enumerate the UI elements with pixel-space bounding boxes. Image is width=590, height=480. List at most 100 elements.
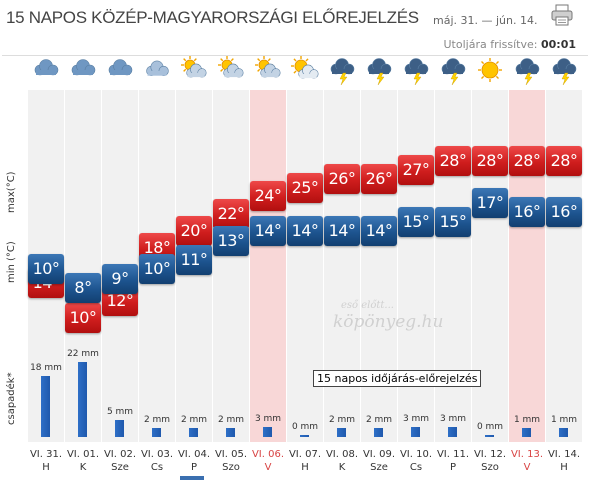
- day-of-week: Sze: [111, 462, 129, 473]
- last-updated: Utoljára frissítve: 00:01: [443, 38, 577, 51]
- thunderstorm-icon: [404, 58, 429, 86]
- day-of-week: Szo: [222, 462, 240, 473]
- precip-bar: [522, 428, 531, 437]
- min-temp: 14°: [287, 216, 323, 246]
- scroll-tab[interactable]: [180, 476, 204, 480]
- thunderstorm-icon: [552, 58, 577, 86]
- day-date: VI. 07.: [288, 449, 322, 460]
- day-of-week: V: [264, 462, 272, 473]
- min-temp: 10°: [139, 254, 175, 284]
- precip-label: 2 mm: [180, 415, 208, 425]
- day-label: VI. 06. V: [244, 448, 292, 474]
- day-label: VI. 02. Sze: [96, 448, 144, 474]
- thunderstorm-icon: [441, 58, 466, 86]
- day-of-week: Szo: [481, 462, 499, 473]
- day-date: VI. 06.: [251, 449, 285, 460]
- thunderstorm-icon: [515, 58, 540, 86]
- min-temp: 16°: [546, 197, 582, 227]
- day-column[interactable]: [546, 90, 582, 442]
- precip-bar: [374, 428, 383, 437]
- precip-bar: [78, 362, 87, 437]
- day-label: VI. 13. V: [503, 448, 551, 474]
- precip-label: 22 mm: [67, 349, 99, 360]
- day-column[interactable]: [287, 90, 323, 442]
- precip-label: 3 mm: [402, 413, 430, 424]
- day-label: VI. 04. P: [170, 448, 218, 474]
- precip-bar: [115, 420, 124, 437]
- day-of-week: Cs: [150, 462, 164, 473]
- day-label: VI. 07. H: [281, 448, 329, 474]
- thunderstorm-icon: [330, 58, 355, 86]
- page-title: 15 NAPOS KÖZÉP-MAGYARORSZÁGI ELŐREJELZÉS: [6, 8, 419, 27]
- day-date: VI. 01.: [66, 449, 100, 460]
- printer-icon[interactable]: [551, 4, 573, 26]
- max-temp: 28°: [509, 146, 545, 177]
- day-column[interactable]: [250, 90, 286, 442]
- precip-label: 0 mm: [476, 422, 504, 432]
- precip-bar: [226, 428, 235, 437]
- day-column[interactable]: [361, 90, 397, 442]
- day-of-week: K: [79, 462, 87, 473]
- day-date: VI. 09.: [362, 449, 396, 460]
- updated-time: 00:01: [540, 38, 576, 51]
- precip-label: 2 mm: [328, 415, 356, 425]
- day-column[interactable]: [398, 90, 434, 442]
- day-of-week: Sze: [370, 462, 388, 473]
- precip-bar: [337, 428, 346, 437]
- precip-label: 18 mm: [30, 362, 62, 373]
- min-temp: 8°: [65, 273, 101, 303]
- day-date: VI. 05.: [214, 449, 248, 460]
- day-label: VI. 10. Cs: [392, 448, 440, 474]
- min-axis-label: min (°C): [6, 241, 17, 283]
- day-label: VI. 01. K: [59, 448, 107, 474]
- day-date: VI. 02.: [103, 449, 137, 460]
- day-of-week: V: [523, 462, 531, 473]
- day-column[interactable]: [435, 90, 471, 442]
- sun-icon: [478, 58, 502, 82]
- day-column[interactable]: [213, 90, 249, 442]
- min-temp: 17°: [472, 187, 508, 218]
- sun-rain-icon: [181, 56, 207, 83]
- max-axis-label: max(°C): [6, 171, 17, 213]
- day-column[interactable]: [509, 90, 545, 442]
- precip-bar: [152, 428, 161, 437]
- max-temp: 26°: [361, 163, 397, 194]
- max-temp: 10°: [65, 303, 101, 333]
- day-of-week: H: [301, 462, 309, 473]
- precip-bar: [559, 428, 568, 437]
- min-temp: 15°: [398, 206, 434, 237]
- day-of-week: P: [190, 462, 198, 473]
- max-temp: 28°: [435, 146, 471, 177]
- rain-icon: [34, 59, 59, 81]
- day-date: VI. 14.: [547, 449, 581, 460]
- min-temp: 9°: [102, 263, 138, 294]
- precip-label: 5 mm: [106, 407, 134, 417]
- min-temp: 10°: [28, 254, 64, 284]
- max-temp: 24°: [250, 181, 286, 212]
- precip-label: 2 mm: [217, 415, 245, 425]
- precip-bar: [41, 375, 50, 437]
- day-date: VI. 03.: [140, 449, 174, 460]
- max-temp: 28°: [472, 146, 508, 177]
- precip-label: 1 mm: [513, 415, 541, 425]
- day-column[interactable]: [472, 90, 508, 442]
- precip-bar: [263, 426, 272, 437]
- light-rain-icon: [146, 60, 169, 82]
- precip-label: 3 mm: [254, 413, 282, 424]
- day-column[interactable]: [324, 90, 360, 442]
- day-of-week: P: [449, 462, 457, 473]
- min-temp: 14°: [324, 216, 360, 246]
- min-temp: 15°: [435, 206, 471, 237]
- day-label: VI. 31. H: [22, 448, 70, 474]
- day-date: VI. 31.: [29, 449, 63, 460]
- rain-icon: [108, 59, 133, 81]
- min-temp: 11°: [176, 244, 212, 275]
- rain-icon: [71, 59, 96, 81]
- day-label: VI. 12. Szo: [466, 448, 514, 474]
- sun-rain-icon: [255, 56, 281, 83]
- tooltip: 15 napos időjárás-előrejelzés: [313, 370, 482, 387]
- day-label: VI. 03. Cs: [133, 448, 181, 474]
- min-temp: 13°: [213, 225, 249, 256]
- max-temp: 25°: [287, 172, 323, 203]
- precip-bar: [411, 426, 420, 437]
